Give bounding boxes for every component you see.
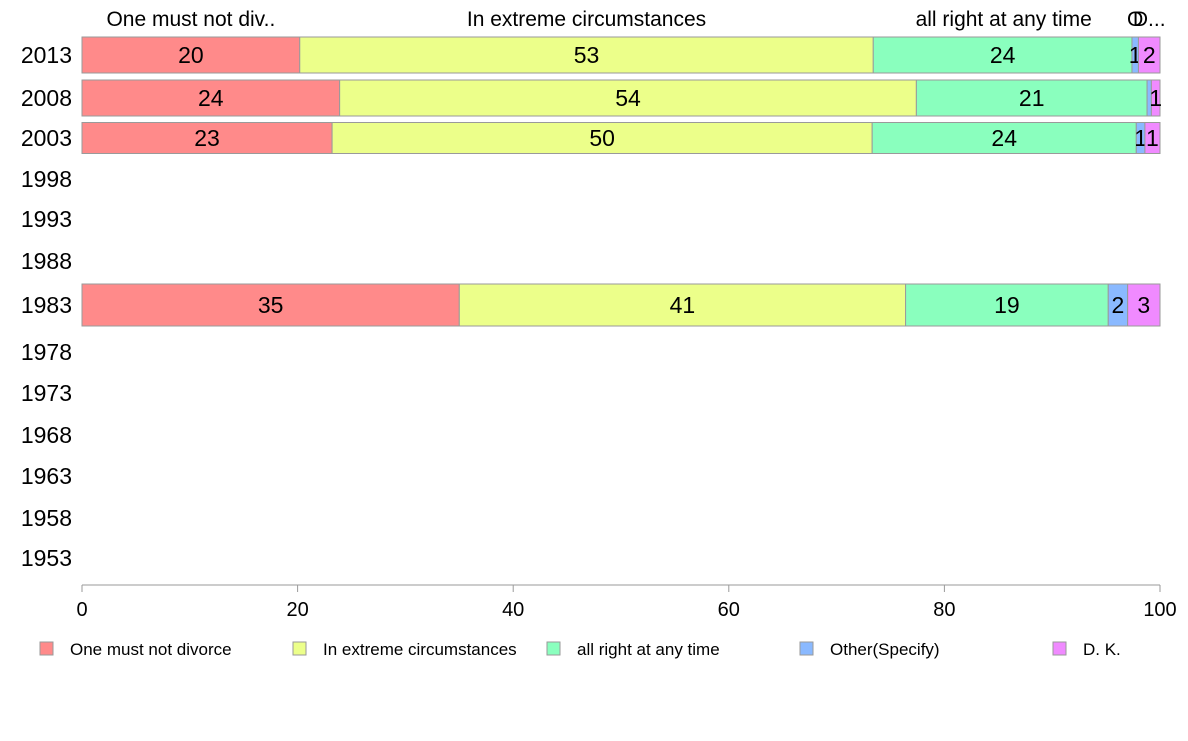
y-tick-label: 1968 xyxy=(21,422,72,448)
data-label: 35 xyxy=(258,292,284,318)
legend-swatch xyxy=(292,641,307,656)
legend-label: In extreme circumstances xyxy=(323,640,517,659)
legend-label: all right at any time xyxy=(577,640,720,659)
bar-segment xyxy=(81,283,460,327)
data-label: 21 xyxy=(1019,85,1045,111)
top-series-label: One must not div.. xyxy=(106,8,275,31)
legend-swatch xyxy=(799,641,814,656)
bar-segment xyxy=(915,79,1148,117)
y-tick-label: 2013 xyxy=(21,42,72,68)
top-series-label: D... xyxy=(1133,8,1166,31)
legend-swatch xyxy=(546,641,561,656)
y-tick-label: 1993 xyxy=(21,206,72,232)
legend-label: Other(Specify) xyxy=(830,640,940,659)
bar-segment xyxy=(331,122,873,154)
legend: One must not divorce In extreme circumsta… xyxy=(39,640,1121,659)
x-tick-label: 0 xyxy=(76,599,87,621)
bar-segment xyxy=(871,122,1137,154)
top-labels-layer: One must not div.. In extreme circumstanc… xyxy=(106,8,1165,31)
data-label: 3 xyxy=(1137,292,1150,318)
bar-segment xyxy=(1144,122,1161,154)
data-label: 2 xyxy=(1143,42,1156,68)
x-tick-label: 100 xyxy=(1143,599,1176,621)
bar-segment xyxy=(1127,283,1161,327)
y-tick-label: 1983 xyxy=(21,292,72,318)
top-series-label: all right at any time xyxy=(916,8,1092,31)
legend-swatch xyxy=(39,641,54,656)
bars-layer: 20 53 24 1 224 54 21 123 50 24 1 135 41 19 2 3 xyxy=(81,36,1162,327)
bar-segment xyxy=(458,283,907,327)
top-series-label: In extreme circumstances xyxy=(467,8,706,31)
data-label: 1 xyxy=(1149,85,1162,111)
bar-segment xyxy=(1137,36,1161,74)
data-label: 24 xyxy=(991,125,1017,151)
data-label: 20 xyxy=(178,42,204,68)
data-label: 53 xyxy=(574,42,600,68)
y-tick-label: 1973 xyxy=(21,380,72,406)
bar-segment xyxy=(339,79,917,117)
y-tick-label: 2003 xyxy=(21,125,72,151)
y-tick-label: 2008 xyxy=(21,85,72,111)
legend-label: D. K. xyxy=(1083,640,1121,659)
y-tick-label: 1958 xyxy=(21,505,72,531)
x-tick-label: 20 xyxy=(286,599,308,621)
x-tick-label: 80 xyxy=(933,599,955,621)
bar-segment xyxy=(905,283,1109,327)
top-series-label: O xyxy=(1127,8,1143,31)
bar-segment xyxy=(81,36,301,74)
data-label: 2 xyxy=(1112,292,1125,318)
y-tick-labels-layer: 2013 2008 2003 1998 1993 1988 1983 1978 1973 1968… xyxy=(21,42,72,571)
data-label: 54 xyxy=(615,85,641,111)
y-tick-label: 1988 xyxy=(21,248,72,274)
bar-segment xyxy=(81,122,333,154)
legend-swatch xyxy=(1052,641,1067,656)
x-tick-label: 60 xyxy=(718,599,740,621)
x-axis: 0 20 40 60 80 100 xyxy=(76,584,1177,621)
data-label: 24 xyxy=(198,85,224,111)
data-label: 50 xyxy=(589,125,615,151)
x-tick-label: 40 xyxy=(502,599,524,621)
legend-label: One must not divorce xyxy=(70,640,232,659)
bar-segment xyxy=(872,36,1133,74)
data-label: 24 xyxy=(990,42,1016,68)
y-tick-label: 1953 xyxy=(21,545,72,571)
bar-segment xyxy=(299,36,874,74)
data-label: 41 xyxy=(670,292,696,318)
bar-segment xyxy=(1150,79,1161,117)
y-tick-label: 1978 xyxy=(21,339,72,365)
y-tick-label: 1998 xyxy=(21,166,72,192)
data-label: 19 xyxy=(994,292,1020,318)
data-label: 1 xyxy=(1134,125,1147,151)
data-label: 23 xyxy=(194,125,220,151)
y-tick-label: 1963 xyxy=(21,463,72,489)
data-label: 1 xyxy=(1146,125,1159,151)
